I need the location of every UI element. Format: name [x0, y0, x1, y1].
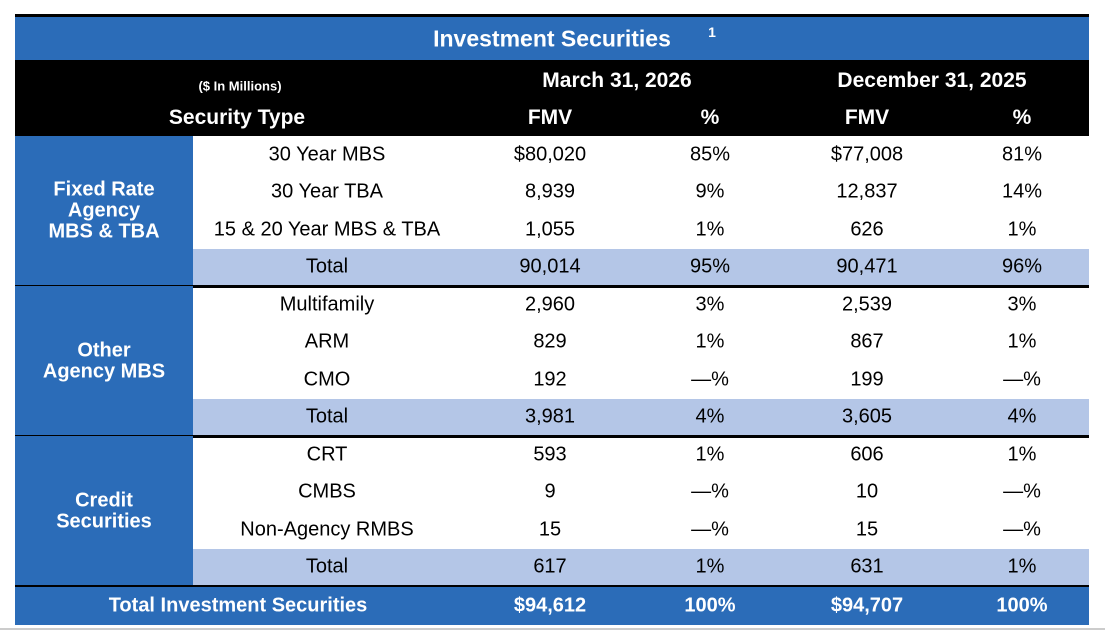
cell: 15	[538, 518, 562, 541]
group-rule	[15, 285, 1089, 288]
group-label: Fixed Rate	[53, 178, 155, 201]
cell: —%	[1003, 368, 1041, 391]
group-cell	[15, 436, 193, 586]
security-type: 15 & 20 Year MBS & TBA	[213, 218, 441, 241]
grand-total-cell: $94,612	[513, 594, 587, 617]
cell: 1%	[1007, 330, 1037, 353]
security-type: Total	[305, 555, 349, 578]
security-type: 30 Year MBS	[268, 143, 386, 166]
cell: 12,837	[836, 180, 898, 203]
type-header: Security Type	[168, 106, 306, 129]
total-row	[193, 248, 1089, 286]
group-label: Securities	[56, 510, 152, 532]
cell: 199	[850, 368, 884, 391]
cell: 10	[855, 480, 879, 503]
cell: —%	[1003, 480, 1041, 503]
cell: —%	[691, 480, 729, 503]
cell: 4%	[695, 405, 725, 428]
column-header: %	[700, 106, 720, 129]
cell: 81%	[1001, 143, 1043, 166]
cell: 1%	[1007, 443, 1037, 466]
cell: —%	[691, 518, 729, 541]
cell: 8,939	[524, 180, 576, 203]
grand-total-cell: 100%	[996, 594, 1048, 617]
cell: $77,008	[830, 143, 904, 166]
cell: 1%	[695, 443, 725, 466]
cell: 1%	[1007, 218, 1037, 241]
group-rule	[15, 435, 1089, 438]
cell: 90,471	[836, 255, 898, 278]
grand-total-label: Total Investment Securities	[108, 594, 368, 617]
cell: 3,981	[524, 405, 576, 428]
cell: 9%	[695, 180, 725, 203]
cell: 192	[533, 368, 567, 391]
cell: 626	[850, 218, 884, 241]
security-type: CMO	[303, 368, 351, 391]
security-type: 30 Year TBA	[271, 180, 383, 203]
cell: 606	[850, 443, 884, 466]
group-cell	[15, 286, 193, 436]
cell: 1%	[695, 330, 725, 353]
total-row	[193, 398, 1089, 436]
cell: 15	[855, 518, 879, 541]
cell: 617	[533, 555, 567, 578]
cell: 631	[850, 555, 884, 578]
cell: —%	[691, 368, 729, 391]
security-type: Total	[305, 255, 349, 278]
cell: 85%	[689, 143, 731, 166]
security-type: Multifamily	[279, 293, 375, 316]
cell: 593	[533, 443, 567, 466]
group-label: Agency	[67, 199, 141, 222]
title-bar	[15, 17, 1089, 60]
grand-total-bar	[15, 587, 1089, 625]
cell: 3%	[695, 293, 725, 316]
cell: $80,020	[513, 143, 587, 166]
units: ($ In Millions)	[198, 78, 282, 94]
security-type: ARM	[304, 330, 350, 353]
cell: 95%	[689, 255, 731, 278]
top-rule	[15, 14, 1089, 17]
period: March 31, 2026	[542, 69, 692, 92]
title: Investment Securities	[433, 25, 671, 52]
cell: 1%	[695, 555, 725, 578]
total-row	[193, 548, 1089, 586]
column-header: FMV	[527, 106, 573, 129]
cell: 3,605	[841, 405, 893, 428]
group-label: MBS & TBA	[48, 220, 160, 243]
grand-total-cell: 100%	[684, 594, 736, 617]
header-bar	[15, 60, 1089, 136]
cell: 3%	[1007, 293, 1037, 316]
period: December 31, 2025	[837, 69, 1027, 92]
group-cell	[15, 136, 193, 286]
cell: 90,014	[519, 255, 581, 278]
bottom-rule	[0, 627, 1105, 630]
cell: 4%	[1007, 405, 1037, 428]
security-type: CRT	[306, 443, 348, 466]
cell: 829	[533, 330, 567, 353]
column-header: %	[1012, 106, 1032, 129]
cell: 1%	[1007, 555, 1037, 578]
title-note: 1	[708, 24, 716, 40]
cell: 1%	[695, 218, 725, 241]
cell: 2,539	[841, 293, 893, 316]
group-label: Agency MBS	[42, 360, 166, 382]
security-type: Non-Agency RMBS	[240, 518, 414, 541]
cell: 9	[544, 480, 556, 503]
group-label: Credit	[75, 489, 133, 511]
cell: 14%	[1001, 180, 1043, 203]
group-rule	[15, 585, 1089, 588]
cell: 96%	[1001, 255, 1043, 278]
cell: 1,055	[524, 218, 576, 241]
cell: —%	[1003, 518, 1041, 541]
security-type: Total	[305, 405, 349, 428]
grand-total-cell: $94,707	[830, 594, 904, 617]
group-label: Other	[77, 339, 131, 361]
column-header: FMV	[844, 106, 890, 129]
cell: 2,960	[524, 293, 576, 316]
security-type: CMBS	[298, 480, 356, 503]
cell: 867	[850, 330, 884, 353]
